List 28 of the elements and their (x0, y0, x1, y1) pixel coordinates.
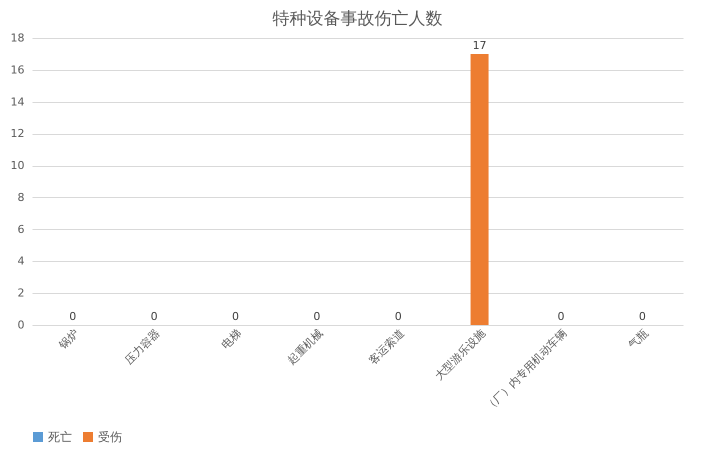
legend-label: 死亡 (48, 430, 72, 444)
data-label: 0 (69, 310, 76, 323)
x-tick-label: 气瓶 (626, 326, 651, 352)
y-tick-label: 18 (10, 32, 24, 44)
data-label: 0 (313, 310, 320, 323)
y-tick-label: 2 (18, 286, 24, 300)
x-tick-label: 电梯 (219, 326, 244, 352)
data-label: 0 (232, 310, 239, 323)
legend-label: 受伤 (98, 430, 122, 444)
data-label: 0 (638, 310, 646, 323)
x-tick-label: 锅炉 (56, 326, 82, 352)
data-label: 0 (394, 310, 402, 323)
x-tick-label: 大型游乐设施 (432, 326, 488, 383)
x-tick-label: 压力容器 (122, 326, 163, 368)
data-label: 17 (472, 38, 487, 52)
y-tick-label: 12 (10, 127, 24, 140)
y-tick-label: 4 (18, 254, 24, 268)
chart-title: 特种设备事故伤亡人数 (272, 9, 442, 29)
y-tick-label: 14 (10, 95, 24, 108)
y-tick-label: 6 (18, 222, 24, 236)
x-tick-label: 客运索道 (366, 326, 407, 368)
y-tick-label: 8 (18, 190, 24, 204)
data-label: 0 (557, 310, 564, 323)
x-tick-label: 起重机械 (284, 326, 326, 368)
y-tick-label: 10 (10, 159, 24, 172)
y-tick-label: 0 (18, 318, 24, 332)
data-label: 0 (150, 310, 158, 323)
y-tick-label: 16 (10, 63, 24, 76)
